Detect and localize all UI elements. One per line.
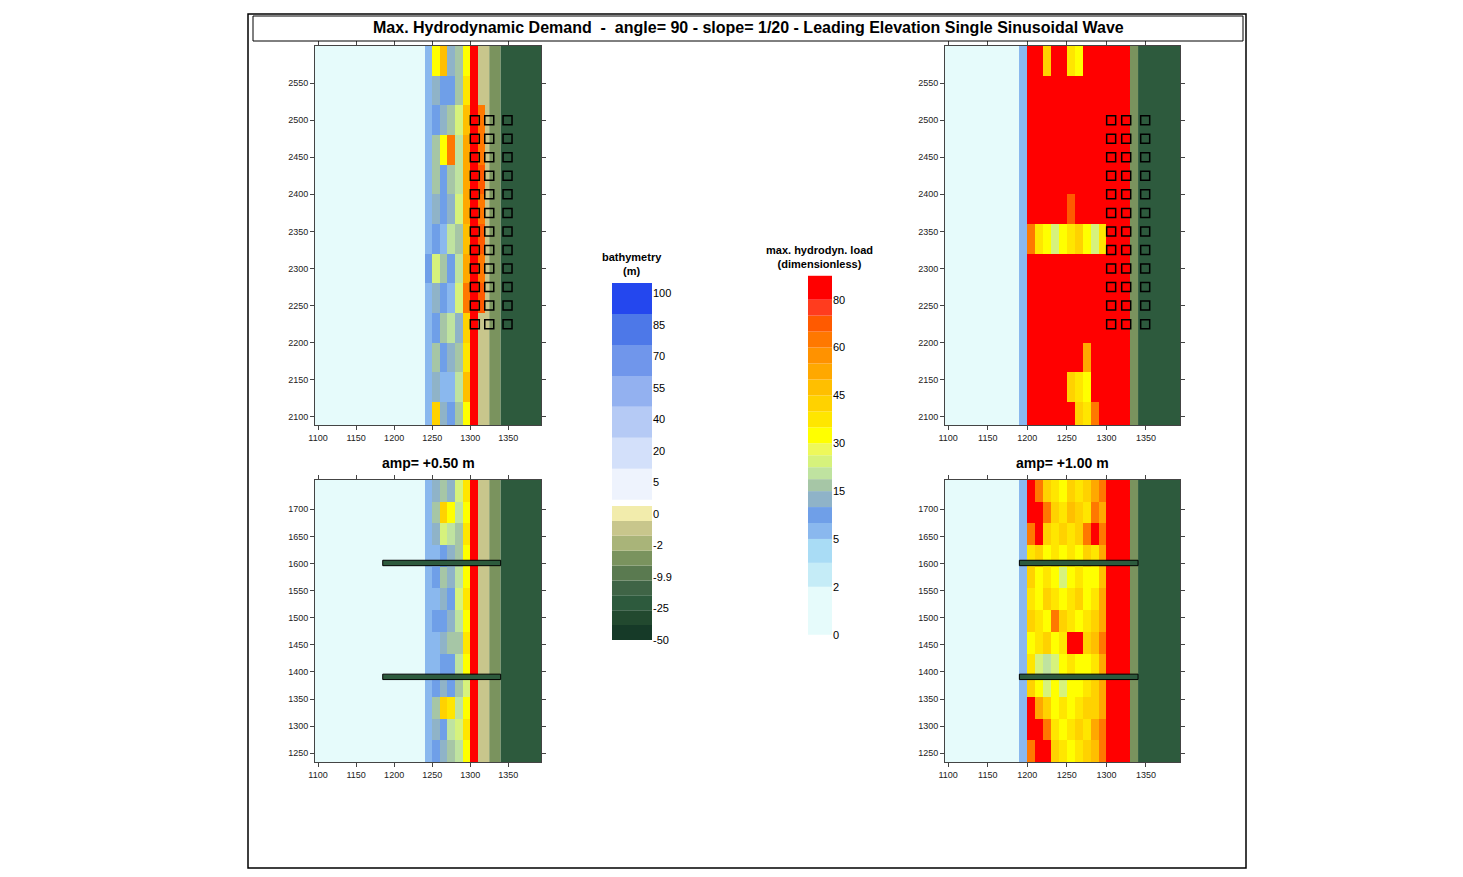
svg-text:1300: 1300 [460,433,480,443]
svg-text:1500: 1500 [288,613,308,623]
svg-text:100: 100 [653,287,671,299]
svg-text:-2: -2 [653,539,663,551]
svg-text:1350: 1350 [1136,433,1156,443]
svg-text:1200: 1200 [384,770,404,780]
svg-text:1650: 1650 [918,532,938,542]
svg-text:2400: 2400 [918,189,938,199]
svg-text:1150: 1150 [978,770,997,780]
svg-text:2500: 2500 [918,115,938,125]
svg-text:2250: 2250 [288,301,308,311]
svg-text:5: 5 [653,476,659,488]
svg-text:70: 70 [653,350,665,362]
svg-text:20: 20 [653,445,665,457]
svg-text:1200: 1200 [1017,770,1037,780]
svg-text:amp= +1.00 m: amp= +1.00 m [1016,455,1109,471]
svg-text:1450: 1450 [918,640,938,650]
svg-text:1250: 1250 [1057,770,1077,780]
svg-text:1350: 1350 [1136,770,1156,780]
svg-text:2200: 2200 [288,338,308,348]
svg-text:15: 15 [833,485,845,497]
svg-text:2550: 2550 [918,78,938,88]
svg-text:0: 0 [833,629,839,641]
svg-text:5: 5 [833,533,839,545]
svg-text:45: 45 [833,389,845,401]
svg-text:amp= +0.50 m: amp= +0.50 m [382,455,475,471]
svg-text:-9.9: -9.9 [653,571,672,583]
svg-text:1150: 1150 [346,433,365,443]
svg-text:1200: 1200 [1017,433,1037,443]
svg-text:0: 0 [653,508,659,520]
svg-text:60: 60 [833,341,845,353]
svg-text:2: 2 [833,581,839,593]
svg-text:1300: 1300 [1096,433,1116,443]
svg-text:Max. Hydrodynamic Demand - a: Max. Hydrodynamic Demand - angle= 90 - s… [373,19,1124,36]
svg-text:1200: 1200 [384,433,404,443]
svg-text:1700: 1700 [918,504,938,514]
svg-text:2250: 2250 [918,301,938,311]
svg-text:1100: 1100 [308,433,327,443]
svg-text:-25: -25 [653,602,669,614]
svg-text:1100: 1100 [938,433,957,443]
svg-text:1400: 1400 [918,667,938,677]
svg-text:2350: 2350 [288,227,308,237]
svg-text:1550: 1550 [288,586,308,596]
svg-text:1300: 1300 [288,721,308,731]
svg-text:1250: 1250 [422,770,442,780]
svg-text:1500: 1500 [918,613,938,623]
svg-text:2100: 2100 [288,412,308,422]
svg-text:1650: 1650 [288,532,308,542]
svg-text:2150: 2150 [918,375,938,385]
svg-text:1350: 1350 [918,694,938,704]
svg-text:-50: -50 [653,634,669,646]
svg-text:2450: 2450 [288,152,308,162]
svg-text:1150: 1150 [978,433,997,443]
svg-text:1300: 1300 [460,770,480,780]
svg-text:1300: 1300 [918,721,938,731]
svg-text:2150: 2150 [288,375,308,385]
svg-text:2450: 2450 [918,152,938,162]
svg-text:1600: 1600 [918,559,938,569]
svg-text:1600: 1600 [288,559,308,569]
svg-text:1300: 1300 [1096,770,1116,780]
svg-text:55: 55 [653,382,665,394]
svg-text:80: 80 [833,294,845,306]
svg-text:1700: 1700 [288,504,308,514]
svg-text:2300: 2300 [918,264,938,274]
svg-text:1350: 1350 [498,770,518,780]
svg-text:2200: 2200 [918,338,938,348]
svg-text:2550: 2550 [288,78,308,88]
svg-text:2400: 2400 [288,189,308,199]
svg-text:2500: 2500 [288,115,308,125]
svg-text:1150: 1150 [346,770,365,780]
svg-text:1100: 1100 [938,770,957,780]
svg-text:bathymetry(m): bathymetry(m) [602,251,662,277]
svg-text:85: 85 [653,319,665,331]
svg-text:1250: 1250 [422,433,442,443]
svg-text:2100: 2100 [918,412,938,422]
svg-text:1250: 1250 [1057,433,1077,443]
svg-text:2300: 2300 [288,264,308,274]
svg-text:1350: 1350 [498,433,518,443]
svg-text:1350: 1350 [288,694,308,704]
svg-text:1250: 1250 [288,748,308,758]
svg-text:2350: 2350 [918,227,938,237]
svg-text:40: 40 [653,413,665,425]
svg-text:1400: 1400 [288,667,308,677]
svg-text:max. hydrodyn. load(dimensionl: max. hydrodyn. load(dimensionless) [766,244,873,270]
svg-text:30: 30 [833,437,845,449]
svg-text:1450: 1450 [288,640,308,650]
svg-text:1250: 1250 [918,748,938,758]
svg-text:1100: 1100 [308,770,327,780]
svg-text:1550: 1550 [918,586,938,596]
